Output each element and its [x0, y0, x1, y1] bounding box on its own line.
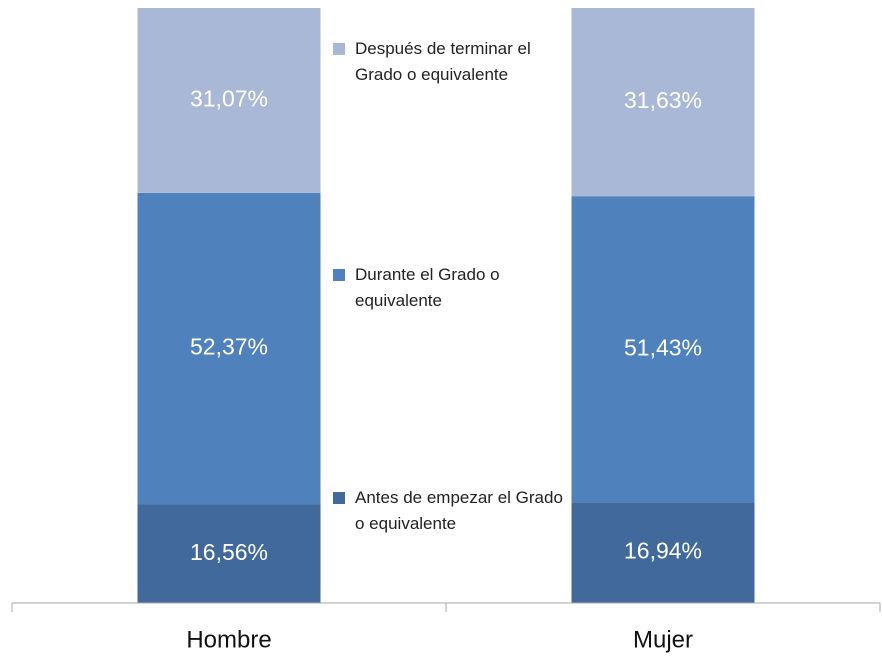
data-label: 51,43%	[624, 334, 702, 360]
bar-segment	[137, 192, 321, 505]
legend-label: Durante el Grado o equivalente	[355, 265, 500, 310]
legend-swatch	[333, 43, 345, 55]
data-label: 52,37%	[190, 334, 268, 360]
x-tick-label: Mujer	[633, 626, 693, 653]
data-label: 31,07%	[190, 86, 268, 112]
data-label: 16,56%	[190, 539, 268, 565]
legend-swatch	[333, 492, 345, 504]
legend-swatch	[333, 269, 345, 281]
bar-segment	[571, 8, 755, 197]
x-tick-label: Hombre	[186, 626, 271, 653]
data-label: 31,63%	[624, 87, 702, 113]
bar-segment	[571, 196, 755, 503]
bar-segment	[137, 8, 321, 193]
bar-segment	[137, 504, 321, 603]
legend-label: Después de terminar el Grado o equivalen…	[355, 39, 531, 84]
data-label: 16,94%	[624, 538, 702, 564]
legend-label: Antes de empezar el Grado o equivalente	[355, 488, 563, 533]
bar-segment	[571, 502, 755, 603]
